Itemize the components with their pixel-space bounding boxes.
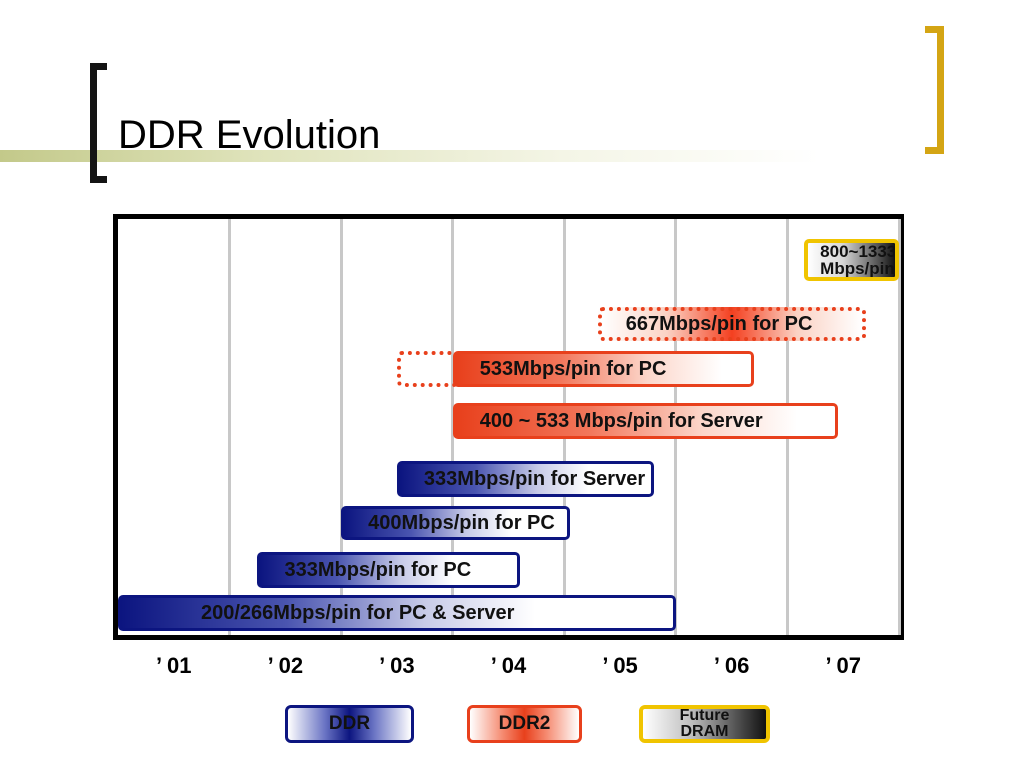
x-tick-label: ’ 04 bbox=[490, 653, 527, 678]
timeline-bar: 533Mbps/pin for PC bbox=[452, 351, 754, 387]
x-tick-label: ’ 06 bbox=[713, 653, 750, 678]
legend-label: Future bbox=[679, 707, 730, 724]
timeline-bar: 400Mbps/pin for PC bbox=[341, 506, 570, 540]
slide-title: DDR Evolution bbox=[118, 113, 381, 157]
title-underline-bar bbox=[0, 150, 1024, 162]
bar-label: 333Mbps/pin for Server bbox=[423, 467, 646, 490]
bar-label: 667Mbps/pin for PC bbox=[625, 312, 813, 335]
left-bracket-decoration bbox=[90, 63, 107, 183]
legend-label: DDR bbox=[328, 713, 371, 734]
bar-label: 400 ~ 533 Mbps/pin for Server bbox=[479, 409, 763, 432]
x-tick-label: ’ 02 bbox=[267, 653, 304, 678]
timeline-bar: 400 ~ 533 Mbps/pin for Server bbox=[452, 403, 838, 439]
x-tick-label: ’ 05 bbox=[602, 653, 638, 678]
timeline-bar: 333Mbps/pin for Server bbox=[396, 461, 654, 497]
gridline bbox=[228, 219, 232, 635]
legend-item-ddr2: DDR2 bbox=[467, 705, 582, 743]
x-tick-label: ’ 01 bbox=[156, 653, 192, 678]
legend-item-ddr: DDR bbox=[285, 705, 414, 743]
timeline-bar: 200/266Mbps/pin for PC & Server bbox=[118, 595, 676, 631]
timeline-bar: 333Mbps/pin for PC bbox=[257, 552, 520, 588]
gridline bbox=[339, 219, 343, 635]
x-tick-label: ’ 07 bbox=[825, 653, 861, 678]
legend-label: DRAM bbox=[680, 723, 729, 740]
legend-label: DDR2 bbox=[498, 713, 551, 734]
timeline-bar: 667Mbps/pin for PC bbox=[597, 307, 866, 341]
bar-label: 333Mbps/pin for PC bbox=[284, 558, 472, 581]
timeline-bar: 800~1333 Mbps/pin bbox=[804, 239, 899, 281]
bar-label: 533Mbps/pin for PC bbox=[479, 357, 667, 380]
timeline-chart: 800~1333 Mbps/pin 667Mbps/pin for PC 533Mb… bbox=[113, 214, 904, 640]
x-tick-label: ’ 03 bbox=[379, 653, 415, 678]
gridline bbox=[897, 219, 901, 635]
bar-label: 200/266Mbps/pin for PC & Server bbox=[201, 601, 515, 624]
right-bracket-decoration bbox=[925, 26, 944, 154]
legend-item-future: Future DRAM bbox=[639, 705, 770, 743]
bar-planned-segment bbox=[396, 351, 459, 387]
bar-label: 400Mbps/pin for PC bbox=[368, 511, 555, 534]
bar-label: 800~1333 Mbps/pin bbox=[820, 242, 897, 278]
